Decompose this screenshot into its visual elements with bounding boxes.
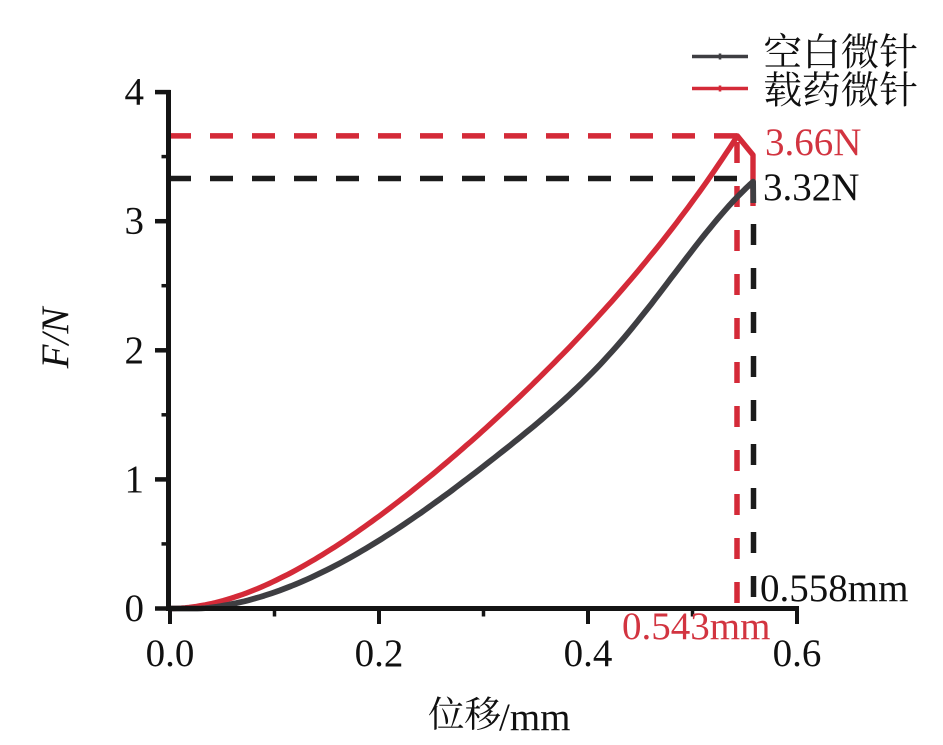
svg-text:0.543mm: 0.543mm (622, 605, 770, 648)
svg-text:3: 3 (125, 200, 145, 243)
svg-text:F/N: F/N (34, 306, 77, 370)
svg-text:2: 2 (125, 329, 145, 372)
svg-text:0.4: 0.4 (564, 632, 613, 675)
svg-text:/mm: /mm (499, 696, 571, 739)
svg-text:1: 1 (125, 458, 145, 501)
svg-text:3.32N: 3.32N (763, 166, 859, 209)
svg-text:0.0: 0.0 (146, 632, 195, 675)
svg-text:0.6: 0.6 (773, 632, 822, 675)
svg-text:0.558mm: 0.558mm (760, 567, 908, 610)
svg-text:4: 4 (125, 71, 145, 114)
svg-text:0.2: 0.2 (355, 632, 404, 675)
svg-text:0: 0 (125, 587, 145, 630)
svg-text:3.66N: 3.66N (765, 121, 861, 164)
